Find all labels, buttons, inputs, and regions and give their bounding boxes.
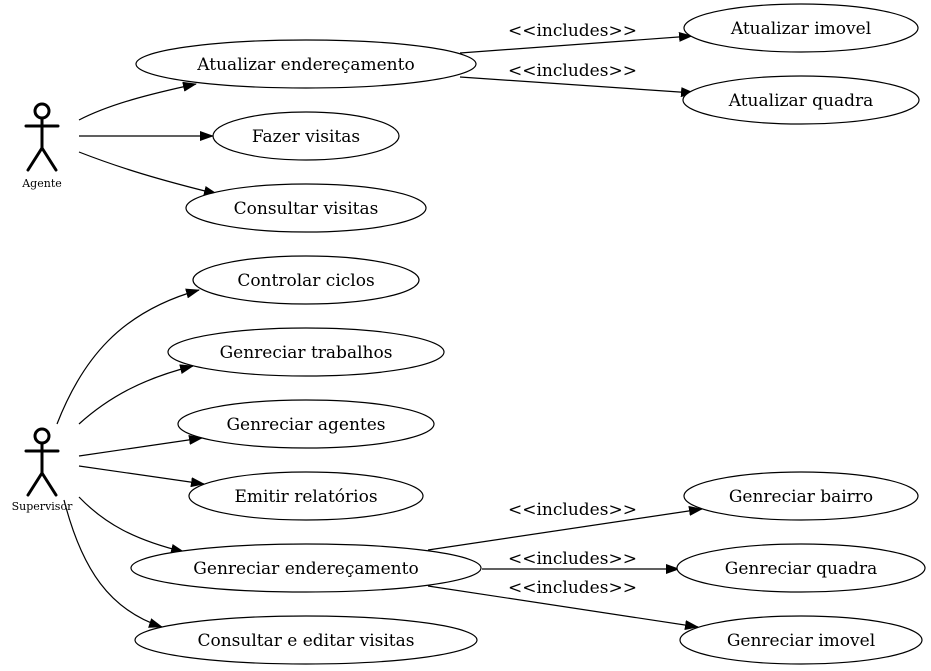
association-agente-consultar-visitas	[78, 151, 218, 196]
use-case-label: Atualizar imovel	[730, 19, 871, 39]
association-supervisor-controlar-ciclos	[56, 288, 200, 425]
use-case-label: Atualizar endereçamento	[196, 55, 414, 75]
use-case-label: Controlar ciclos	[237, 271, 374, 291]
association-supervisor-consultar-editar-visitas	[63, 499, 163, 628]
association-supervisor-gerenciar-enderecamento	[78, 496, 185, 554]
include-label: <<includes>>	[508, 578, 637, 598]
use-case-label: Consultar visitas	[234, 199, 379, 219]
use-case-label: Genreciar agentes	[226, 415, 385, 435]
actor-label: Supervisor	[12, 500, 73, 513]
use-case-atualizar-enderecamento: Atualizar endereçamento	[135, 39, 477, 89]
use-case-consultar-editar-visitas: Consultar e editar visitas	[134, 615, 478, 665]
use-case-label: Fazer visitas	[252, 127, 360, 147]
use-case-label: Emitir relatórios	[234, 487, 377, 507]
association-supervisor-gerenciar-trabalhos	[78, 364, 194, 425]
use-case-controlar-ciclos: Controlar ciclos	[192, 255, 420, 305]
include-label: <<includes>>	[508, 21, 637, 41]
use-case-label: Atualizar quadra	[728, 91, 874, 111]
use-case-label: Genreciar trabalhos	[220, 343, 393, 363]
use-case-atualizar-imovel: Atualizar imovel	[683, 3, 919, 53]
include-label: <<includes>>	[508, 500, 637, 520]
include-edge-gerenciar-bairro	[427, 505, 703, 551]
association-supervisor-gerenciar-agentes	[78, 434, 203, 457]
stick-figure-icon	[24, 102, 60, 172]
actor-supervisor: Supervisor	[12, 427, 73, 513]
include-label: <<includes>>	[508, 61, 637, 81]
use-case-gerenciar-trabalhos: Genreciar trabalhos	[167, 327, 445, 377]
include-edge-atualizar-quadra	[459, 76, 695, 98]
actor-agente: Agente	[21, 102, 62, 190]
use-case-gerenciar-imovel: Genreciar imovel	[679, 615, 923, 665]
include-labels-layer: <<includes>> <<includes>> <<includes>> <…	[508, 21, 637, 598]
use-case-atualizar-quadra: Atualizar quadra	[682, 75, 920, 125]
use-case-label: Genreciar quadra	[725, 559, 878, 579]
include-edge-gerenciar-imovel	[427, 585, 699, 630]
use-case-emitir-relatorios: Emitir relatórios	[188, 471, 424, 521]
use-case-label: Genreciar imovel	[727, 631, 875, 651]
use-case-fazer-visitas: Fazer visitas	[212, 111, 400, 161]
use-case-gerenciar-quadra: Genreciar quadra	[676, 543, 926, 593]
include-edge-atualizar-imovel	[459, 31, 693, 54]
use-case-label: Genreciar endereçamento	[193, 559, 418, 579]
actor-label: Agente	[21, 177, 62, 190]
association-supervisor-emitir-relatorios	[78, 465, 205, 488]
association-agente-atualizar-enderecamento	[78, 81, 197, 121]
edges-layer	[56, 31, 703, 630]
include-label: <<includes>>	[508, 549, 637, 569]
use-case-gerenciar-agentes: Genreciar agentes	[177, 399, 435, 449]
use-case-consultar-visitas: Consultar visitas	[185, 183, 427, 233]
use-case-gerenciar-enderecamento: Genreciar endereçamento	[130, 543, 482, 593]
use-case-label: Genreciar bairro	[729, 487, 873, 507]
use-case-label: Consultar e editar visitas	[197, 631, 414, 651]
use-case-gerenciar-bairro: Genreciar bairro	[683, 471, 919, 521]
stick-figure-icon	[24, 427, 60, 497]
